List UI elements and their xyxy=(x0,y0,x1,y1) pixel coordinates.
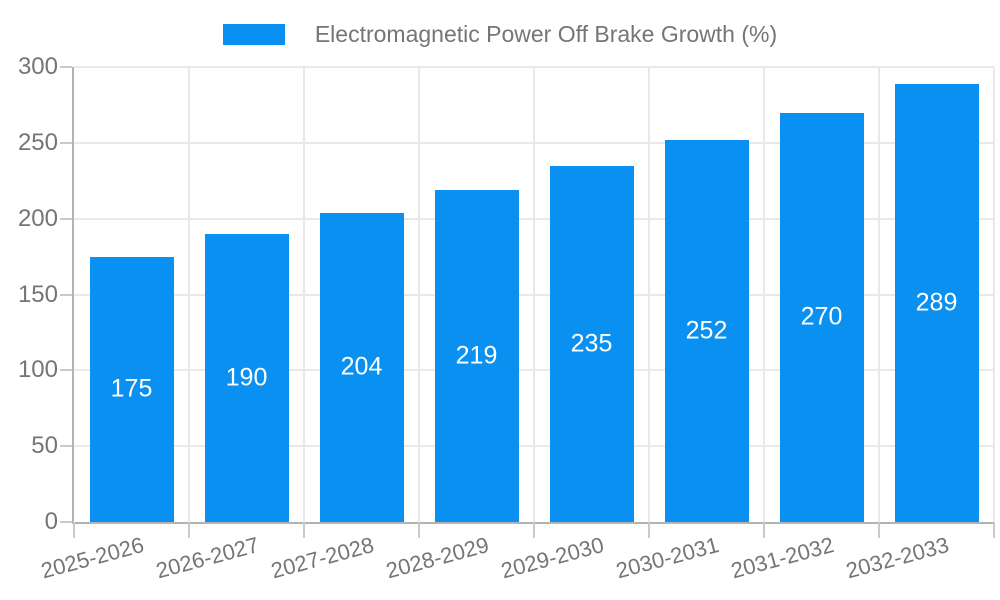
x-tick-mark xyxy=(763,522,765,538)
x-tick-mark xyxy=(878,522,880,538)
bar: 204 xyxy=(319,212,404,522)
bar: 219 xyxy=(434,189,519,522)
y-tick-label: 250 xyxy=(17,128,58,156)
bar-value-label: 175 xyxy=(110,374,153,403)
x-tick-mark xyxy=(648,522,650,538)
x-gridline xyxy=(993,67,995,522)
y-tick-label: 0 xyxy=(44,508,58,535)
x-tick-mark xyxy=(303,522,305,538)
x-gridline xyxy=(418,67,420,522)
x-gridline xyxy=(878,67,880,522)
legend-swatch-icon xyxy=(222,24,285,45)
plot-area: 0 50 100 150 200 250 300 175 2025-2026 190 2026-20… xyxy=(18,53,995,583)
bar-value-label: 270 xyxy=(800,302,843,331)
bar: 252 xyxy=(664,139,749,522)
y-tick-mark xyxy=(60,521,72,523)
y-tick-mark xyxy=(60,141,72,144)
y-tick-label: 50 xyxy=(31,432,58,460)
bar: 235 xyxy=(549,165,634,522)
x-gridline xyxy=(533,67,535,522)
bar-value-label: 190 xyxy=(225,363,268,392)
y-tick-label: 300 xyxy=(17,53,58,80)
bar: 190 xyxy=(204,233,289,522)
y-tick-label: 200 xyxy=(17,204,58,232)
x-tick-mark xyxy=(188,522,190,538)
x-tick-mark xyxy=(418,522,420,538)
bar: 270 xyxy=(779,112,864,522)
x-gridline xyxy=(648,67,650,522)
y-tick-mark xyxy=(60,66,72,68)
bar-value-label: 252 xyxy=(685,316,728,345)
y-tick-mark xyxy=(60,369,72,372)
x-tick-mark xyxy=(533,522,535,538)
y-tick-label: 100 xyxy=(17,356,58,384)
legend-label: Electromagnetic Power Off Brake Growth (… xyxy=(314,21,778,47)
bar-value-label: 235 xyxy=(570,329,613,358)
x-tick-mark xyxy=(73,522,75,538)
bar-value-label: 204 xyxy=(340,352,383,381)
bar-value-label: 289 xyxy=(915,288,958,317)
bar: 175 xyxy=(89,256,174,522)
y-tick-mark xyxy=(60,293,72,296)
y-tick-mark xyxy=(60,217,72,220)
bar-value-label: 219 xyxy=(455,341,498,370)
chart-legend: Electromagnetic Power Off Brake Growth (… xyxy=(0,21,1000,48)
x-gridline xyxy=(303,67,305,522)
bar: 289 xyxy=(894,83,979,522)
y-tick-mark xyxy=(60,445,72,448)
x-gridline xyxy=(763,67,765,522)
y-tick-label: 150 xyxy=(17,280,58,308)
x-gridline xyxy=(188,67,190,522)
x-tick-mark xyxy=(993,522,995,538)
